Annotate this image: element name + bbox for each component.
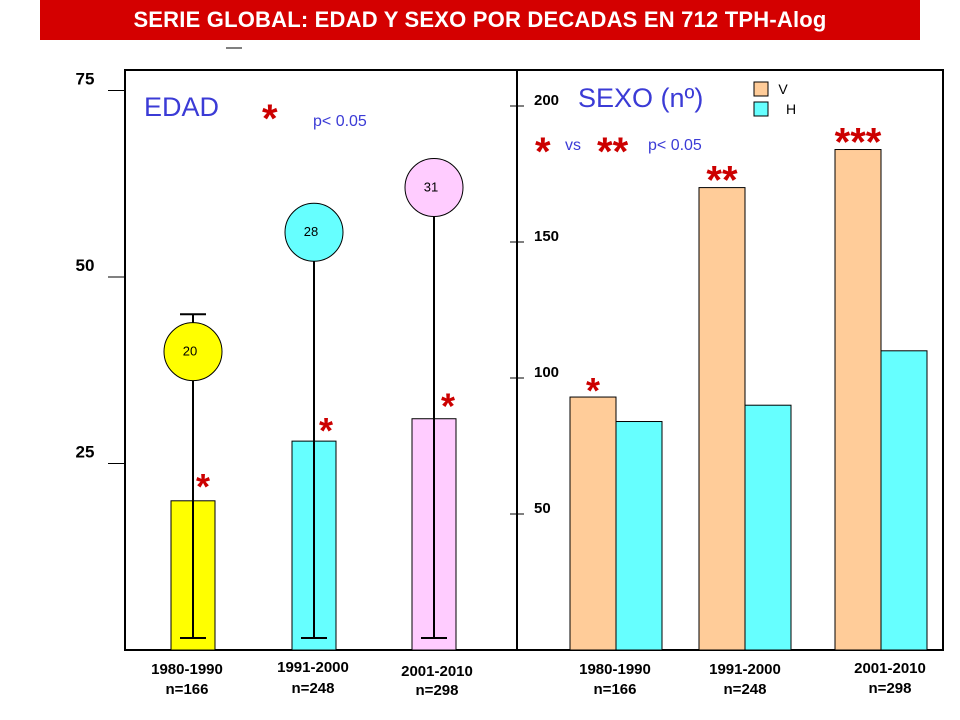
edad-category-label: 1980-1990 (151, 661, 223, 678)
sexo-n-label: n=166 (594, 681, 637, 698)
edad-n-label: n=298 (416, 682, 459, 699)
sexo-bar-v (698, 187, 746, 651)
edad-bar-star: * (196, 466, 210, 507)
legend-swatch-v (753, 81, 769, 97)
sexo-bars: ****** (569, 121, 928, 651)
sexo-compare-left: * (535, 130, 551, 174)
sexo-bar-h (744, 404, 792, 651)
edad-mean-label: 28 (304, 224, 318, 239)
sexo-bar-h (880, 350, 928, 651)
edad-y-tick-label: 25 (76, 443, 95, 462)
category-labels: 1980-1990 n=166 1991-2000 n=248 2001-2010 n=2… (151, 659, 926, 699)
sexo-y-tick-label: 100 (534, 364, 559, 381)
sexo-panel-label: SEXO (nº) (578, 83, 703, 113)
edad-n-label: n=166 (166, 681, 209, 698)
edad-significance-star: * (262, 97, 278, 141)
sexo-category-label: 2001-2010 (854, 660, 926, 677)
edad-panel-label: EDAD (144, 92, 219, 122)
edad-mean-label: 31 (424, 179, 438, 194)
sexo-y-tick-label: 200 (534, 92, 559, 109)
sexo-compare-right: ** (597, 130, 629, 174)
edad-y-axis: 25 50 75 (76, 70, 124, 464)
legend-label-h: H (786, 101, 796, 117)
sexo-bar-h (615, 421, 663, 651)
sexo-n-label: n=248 (724, 681, 767, 698)
sexo-bar-star: * (586, 370, 600, 411)
title-bar: SERIE GLOBAL: EDAD Y SEXO POR DECADAS EN… (40, 0, 920, 40)
edad-mean-marker (404, 157, 464, 217)
plot-frame (124, 69, 944, 651)
edad-category-label: 2001-2010 (401, 663, 473, 680)
sexo-compare-p: p< 0.05 (648, 137, 702, 154)
sexo-y-tick-label: 50 (534, 500, 551, 517)
legend-label-v: V (778, 81, 788, 97)
sexo-bar-v (834, 149, 882, 651)
sexo-category-label: 1980-1990 (579, 661, 651, 678)
edad-p-value: p< 0.05 (313, 113, 367, 130)
sexo-category-label: 1991-2000 (709, 661, 781, 678)
sexo-compare-vs: vs (565, 137, 581, 154)
sexo-y-tick-label: 150 (534, 228, 559, 245)
sexo-legend: V H (753, 81, 796, 117)
edad-mean-label: 20 (183, 344, 197, 359)
edad-bar-star: * (441, 386, 455, 427)
edad-bars: 20 * 28 * 31 * (163, 157, 464, 651)
edad-category-label: 1991-2000 (277, 659, 349, 676)
edad-y-tick-label: 75 (76, 70, 95, 89)
legend-swatch-h (753, 101, 769, 117)
sexo-bar-star: ** (706, 159, 738, 203)
sexo-bar-star: *** (835, 121, 882, 165)
edad-mean-marker (163, 322, 223, 382)
sexo-bar-v (569, 396, 617, 651)
sexo-y-axis: 50 100 150 200 (510, 92, 559, 517)
edad-mean-marker (284, 202, 344, 262)
slide-title: SERIE GLOBAL: EDAD Y SEXO POR DECADAS EN… (133, 7, 827, 32)
sexo-n-label: n=298 (869, 680, 912, 697)
edad-y-tick-label: 50 (76, 256, 95, 275)
edad-bar-star: * (319, 410, 333, 451)
edad-n-label: n=248 (292, 680, 335, 697)
